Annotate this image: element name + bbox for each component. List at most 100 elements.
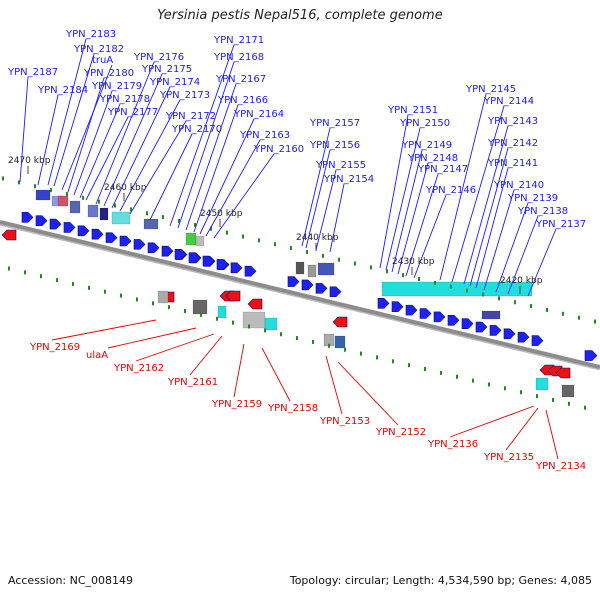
gc-tick: [168, 305, 170, 310]
forward-leader-line: [111, 86, 171, 209]
forward-gene-arrow: [391, 301, 404, 313]
forward-leader-line: [385, 127, 421, 271]
forward-leader-line: [149, 133, 193, 221]
gc-tick: [392, 359, 394, 364]
forward-gene-label: YPN_2144: [483, 96, 534, 107]
gc-tick: [498, 296, 500, 301]
gc-tick: [72, 281, 74, 286]
forward-leader-line: [213, 153, 275, 239]
forward-gene-arrow: [301, 279, 314, 291]
forward-leader-line: [73, 90, 113, 196]
forward-leader-line: [329, 183, 345, 253]
forward-gene-label: YPN_2137: [535, 219, 586, 230]
forward-leader-line: [193, 104, 239, 233]
gene-feature-block: [195, 235, 205, 247]
gc-tick: [344, 347, 346, 352]
backbone-line: [0, 220, 600, 369]
forward-leader-line: [397, 162, 429, 275]
forward-gene-label: YPN_2138: [517, 206, 568, 217]
gene-feature-block: [87, 204, 99, 218]
gc-tick: [594, 319, 596, 324]
gc-tick: [520, 390, 522, 395]
gc-tick: [402, 273, 404, 278]
forward-gene-arrow: [405, 304, 418, 316]
forward-gene-label: YPN_2172: [165, 111, 216, 122]
forward-gene-label: YPN_2179: [91, 81, 142, 92]
forward-gene-arrow: [489, 325, 502, 336]
forward-gene-label: YPN_2166: [217, 95, 268, 106]
gc-tick: [472, 378, 474, 383]
forward-gene-arrow: [287, 276, 300, 287]
gc-tick: [136, 297, 138, 302]
forward-leader-line: [185, 83, 237, 231]
gc-tick: [418, 277, 420, 282]
forward-gene-arrow: [419, 308, 432, 319]
scale-tick-label: 2470 kbp: [8, 156, 51, 166]
scale-tick-label: 2450 kbp: [200, 209, 243, 219]
gc-tick: [338, 257, 340, 262]
gc-tick: [264, 328, 266, 333]
forward-gene-label: YPN_2147: [417, 164, 468, 175]
gc-tick: [50, 188, 52, 193]
forward-gene-label: YPN_2141: [487, 158, 538, 169]
gc-tick: [434, 280, 436, 285]
forward-gene-arrow: [244, 265, 257, 277]
forward-gene-label: truA: [92, 55, 113, 66]
reverse-gene-label: YPN_2169: [29, 342, 80, 353]
forward-gene-arrow: [147, 242, 160, 254]
gene-feature-block: [242, 311, 266, 329]
gc-tick: [82, 195, 84, 200]
forward-gene-arrow: [531, 335, 544, 346]
forward-gene-label: YPN_2143: [487, 116, 538, 127]
forward-gene-arrow: [433, 311, 446, 323]
gc-tick: [562, 311, 564, 316]
gene-feature-block: [561, 384, 575, 398]
reverse-gene-label: YPN_2161: [167, 377, 218, 388]
forward-gene-label: YPN_2156: [309, 140, 360, 151]
gc-tick: [386, 269, 388, 274]
gc-tick: [530, 304, 532, 309]
reverse-leader-line: [107, 327, 197, 349]
gene-feature-block: [535, 377, 549, 391]
forward-gene-arrow: [475, 321, 488, 333]
forward-leader-line: [483, 189, 515, 291]
gc-tick: [146, 211, 148, 216]
forward-gene-label: YPN_2154: [323, 174, 374, 185]
gene-feature-block: [157, 290, 169, 304]
gene-feature-block: [381, 281, 533, 297]
forward-leader-line: [413, 194, 447, 279]
scale-tick-label: 2420 kbp: [500, 276, 543, 286]
forward-gene-label: YPN_2160: [253, 144, 304, 155]
gc-tick: [290, 246, 292, 251]
gene-feature-block: [217, 305, 227, 319]
forward-gene-arrow: [517, 331, 530, 343]
forward-leader-line: [67, 77, 105, 193]
genome-summary-text: Topology: circular; Length: 4,534,590 bp…: [289, 574, 592, 587]
reverse-leader-line: [189, 335, 223, 376]
scale-tick-label: 2460 kbp: [104, 183, 147, 193]
gene-feature-block: [264, 317, 278, 331]
gc-tick: [152, 301, 154, 306]
forward-leader-line: [405, 173, 439, 277]
gc-tick: [248, 324, 250, 329]
gc-tick: [98, 199, 100, 204]
forward-gene-label: YPN_2140: [493, 180, 544, 191]
forward-gene-arrow: [77, 225, 90, 237]
reverse-leader-line: [325, 355, 343, 415]
forward-gene-label: YPN_2183: [65, 29, 116, 40]
forward-leader-line: [469, 147, 509, 287]
forward-gene-label: YPN_2139: [507, 193, 558, 204]
forward-leader-line: [47, 38, 87, 186]
reverse-gene-label: YPN_2134: [535, 461, 586, 472]
gc-tick: [194, 222, 196, 227]
gene-feature-block: [99, 207, 109, 221]
gc-tick: [504, 386, 506, 391]
gc-tick: [568, 401, 570, 406]
gc-tick: [216, 316, 218, 321]
gc-tick: [242, 234, 244, 239]
reverse-gene-arrow: [332, 316, 348, 328]
forward-gene-label: YPN_2170: [171, 124, 222, 135]
gc-tick: [322, 253, 324, 258]
